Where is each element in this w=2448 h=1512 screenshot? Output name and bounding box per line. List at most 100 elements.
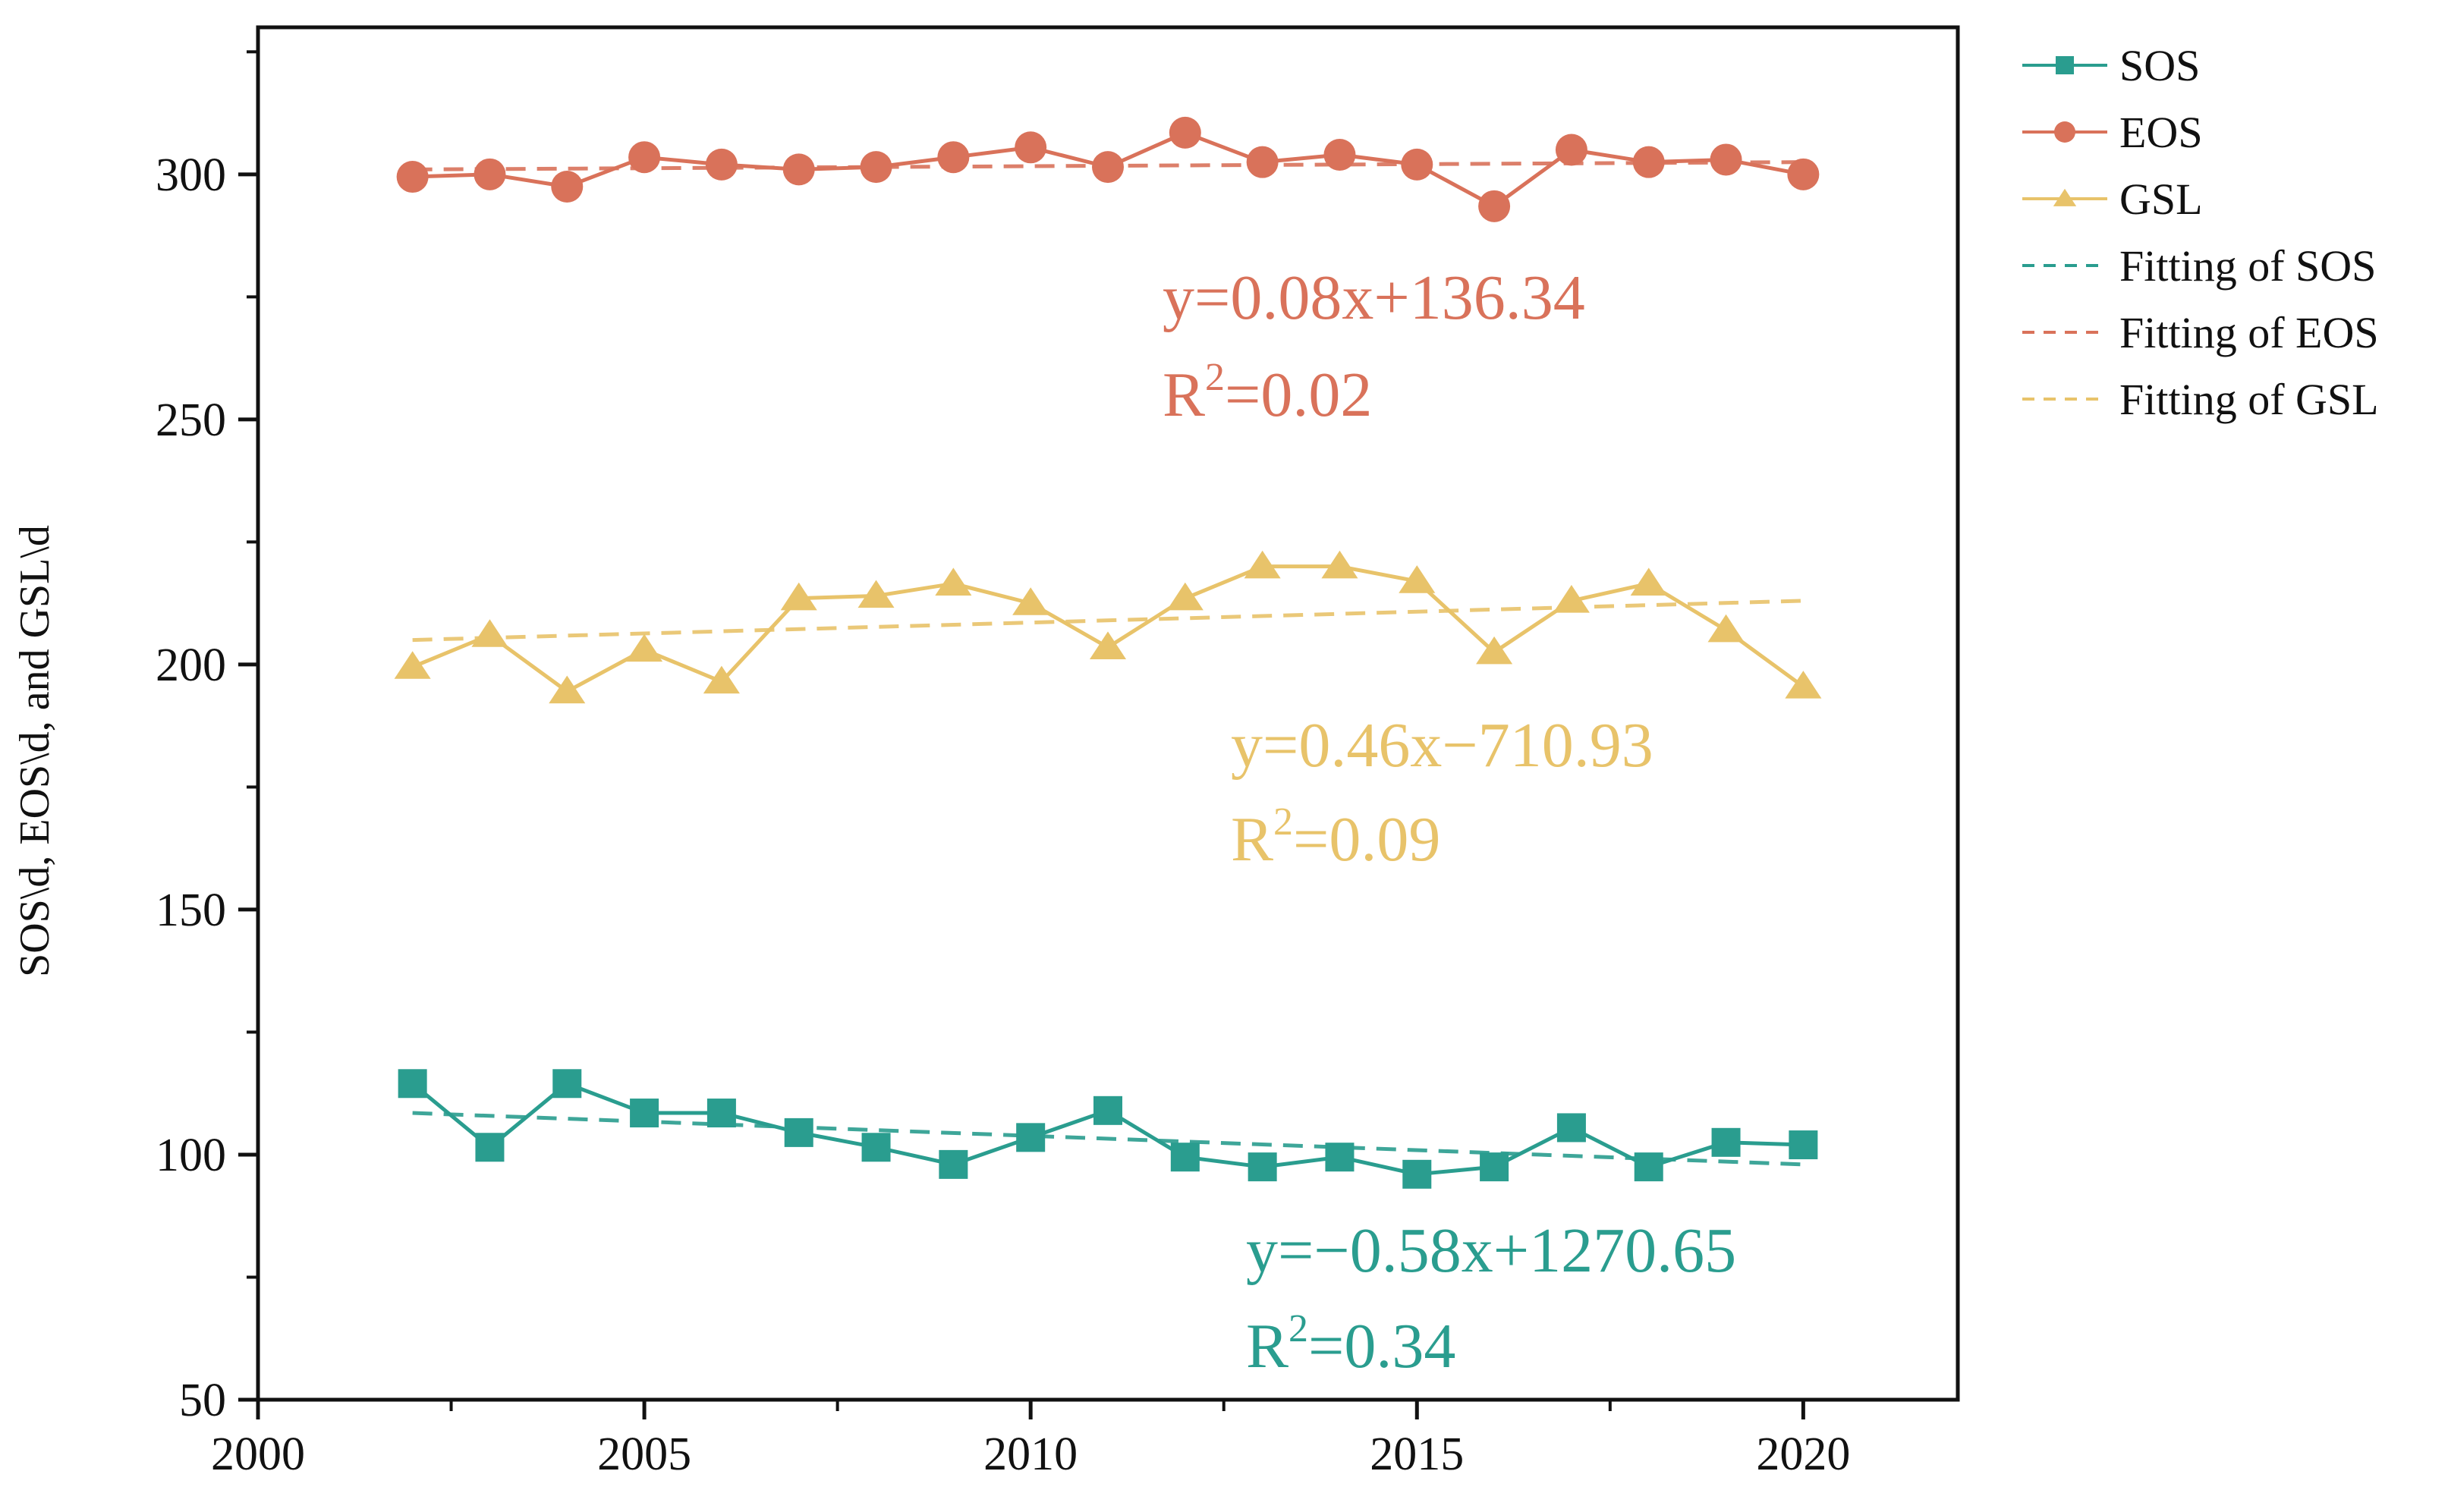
annotation-gsl: y=0.46x−710.93 R2=0.09 xyxy=(1231,710,1654,875)
axes: 50 100 150 200 250 300 2000 2005 2010 2015 2020 xyxy=(156,25,1960,1480)
legend-swatch-marker xyxy=(2053,188,2077,206)
y-tick-label: 250 xyxy=(156,395,226,446)
data-point-sos xyxy=(398,1069,427,1099)
data-point-sos xyxy=(475,1133,505,1162)
data-point-eos xyxy=(1323,138,1356,171)
r-squared-gsl: R2=0.09 xyxy=(1231,800,1440,875)
data-point-sos xyxy=(1170,1143,1200,1172)
data-point-eos xyxy=(1015,131,1047,164)
legend-entry: SOS xyxy=(2022,41,2200,90)
data-point-eos xyxy=(628,141,661,174)
x-tick-label: 2010 xyxy=(983,1429,1078,1480)
x-tick-label: 2005 xyxy=(597,1429,691,1480)
data-point-eos xyxy=(1246,146,1279,178)
r-squared-value: =0.02 xyxy=(1225,360,1372,430)
data-point-eos xyxy=(1710,143,1742,176)
r-squared-symbol: R xyxy=(1231,804,1273,875)
r-squared-symbol: R xyxy=(1163,360,1205,430)
data-point-sos xyxy=(1325,1143,1355,1172)
r-squared-value: =0.09 xyxy=(1293,804,1440,875)
data-point-gsl xyxy=(1785,671,1822,699)
data-point-gsl xyxy=(1244,550,1281,579)
data-point-sos xyxy=(1634,1152,1663,1182)
y-tick-label: 300 xyxy=(156,149,226,201)
data-point-eos xyxy=(1092,151,1124,184)
series-eos xyxy=(396,116,1820,222)
data-point-gsl xyxy=(471,619,508,647)
data-series xyxy=(394,116,1822,1189)
legend: SOS EOS GSL Fitting of SOS Fitting of EOS Fit… xyxy=(2022,41,2379,424)
x-tick-label: 2000 xyxy=(211,1429,305,1480)
data-point-sos xyxy=(552,1069,582,1099)
data-point-sos xyxy=(630,1099,659,1128)
data-point-sos xyxy=(861,1133,891,1162)
r-squared-superscript: 2 xyxy=(1205,356,1225,399)
data-point-eos xyxy=(396,161,429,193)
data-point-sos xyxy=(1556,1113,1586,1143)
legend-label: Fitting of EOS xyxy=(2119,308,2379,357)
annotation-eos: y=0.08x+136.34 R2=0.02 xyxy=(1163,262,1585,430)
legend-label: EOS xyxy=(2119,108,2203,157)
data-point-sos xyxy=(706,1099,736,1128)
legend-entry: Fitting of EOS xyxy=(2022,308,2379,357)
y-tick-label: 150 xyxy=(156,885,226,936)
data-point-sos xyxy=(1402,1159,1432,1189)
data-point-gsl xyxy=(780,582,817,611)
data-point-eos xyxy=(551,170,584,203)
data-point-gsl xyxy=(1630,567,1667,596)
legend-label: GSL xyxy=(2119,174,2203,224)
plot-frame xyxy=(256,25,1960,1402)
r-squared-value: =0.34 xyxy=(1308,1311,1455,1382)
data-point-sos xyxy=(1248,1152,1277,1182)
data-point-gsl xyxy=(1553,585,1590,613)
legend-label: Fitting of SOS xyxy=(2119,241,2376,291)
data-point-gsl xyxy=(1476,636,1513,665)
equation-sos: y=−0.58x+1270.65 xyxy=(1246,1215,1736,1286)
x-tick-label: 2015 xyxy=(1370,1429,1464,1480)
data-point-eos xyxy=(1169,116,1201,149)
data-point-eos xyxy=(474,158,506,190)
data-point-eos xyxy=(782,153,815,186)
data-point-gsl xyxy=(1399,565,1436,593)
data-point-eos xyxy=(860,151,892,184)
r-squared-symbol: R xyxy=(1246,1311,1289,1382)
legend-entry: GSL xyxy=(2022,174,2203,224)
data-point-eos xyxy=(705,148,738,181)
legend-swatch-marker xyxy=(2056,56,2074,74)
y-axis-title: SOS\d, EOS\d, and GSL\d xyxy=(11,525,58,977)
r-squared-superscript: 2 xyxy=(1273,800,1293,844)
data-point-gsl xyxy=(857,580,895,608)
x-tick-label: 2020 xyxy=(1756,1429,1850,1480)
data-point-gsl xyxy=(549,675,586,704)
legend-label: SOS xyxy=(2119,41,2200,90)
data-point-sos xyxy=(1016,1123,1046,1152)
legend-entry: EOS xyxy=(2022,108,2203,157)
annotation-sos: y=−0.58x+1270.65 R2=0.34 xyxy=(1246,1215,1736,1382)
data-point-sos xyxy=(939,1149,968,1179)
data-point-sos xyxy=(1480,1152,1509,1182)
data-point-sos xyxy=(1789,1130,1818,1160)
data-point-gsl xyxy=(394,651,431,679)
data-point-gsl xyxy=(1012,587,1049,615)
y-tick-label: 200 xyxy=(156,640,226,691)
series-gsl xyxy=(394,550,1822,704)
data-point-gsl xyxy=(1707,614,1745,643)
data-point-eos xyxy=(1787,158,1820,190)
r-squared-superscript: 2 xyxy=(1289,1307,1308,1350)
legend-label: Fitting of GSL xyxy=(2119,375,2379,424)
data-point-eos xyxy=(1555,134,1587,166)
data-point-sos xyxy=(1093,1095,1122,1125)
data-point-eos xyxy=(1632,146,1665,178)
legend-swatch-marker xyxy=(2054,121,2075,143)
y-tick-label: 50 xyxy=(179,1375,226,1426)
data-point-gsl xyxy=(703,665,740,694)
data-point-gsl xyxy=(626,633,663,662)
data-point-gsl xyxy=(1166,582,1204,611)
series-sos xyxy=(398,1069,1818,1189)
data-point-eos xyxy=(937,141,970,174)
data-point-gsl xyxy=(935,567,972,596)
legend-entry: Fitting of GSL xyxy=(2022,375,2379,424)
